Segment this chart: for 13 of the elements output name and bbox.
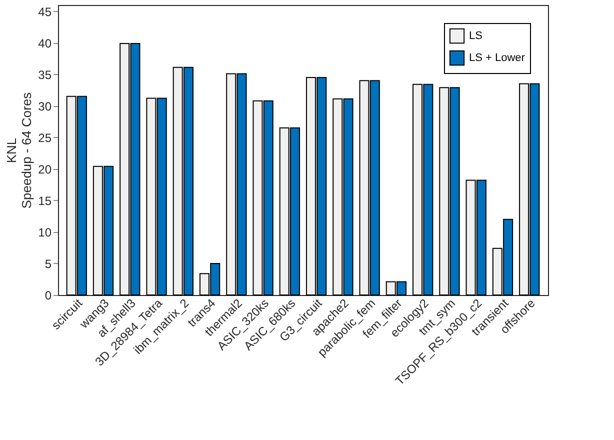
y-axis-title: KNL Speedup - 64 Cores [4,92,34,209]
y-tick-label: 45 [38,4,52,19]
y-tick-label: 30 [38,99,52,114]
y-tick-label: 25 [38,130,52,145]
y-tick-label: 15 [38,194,52,208]
legend-label: LS + Lower [469,52,526,64]
y-tick-label: 35 [38,68,52,82]
y-tick-label: 5 [44,256,52,271]
y-tick-label: 0 [44,288,52,302]
legend-label: LS [469,30,482,42]
y-tick-label: 10 [38,225,52,240]
y-tick-label: 20 [38,162,52,176]
y-tick-label: 40 [38,36,52,50]
